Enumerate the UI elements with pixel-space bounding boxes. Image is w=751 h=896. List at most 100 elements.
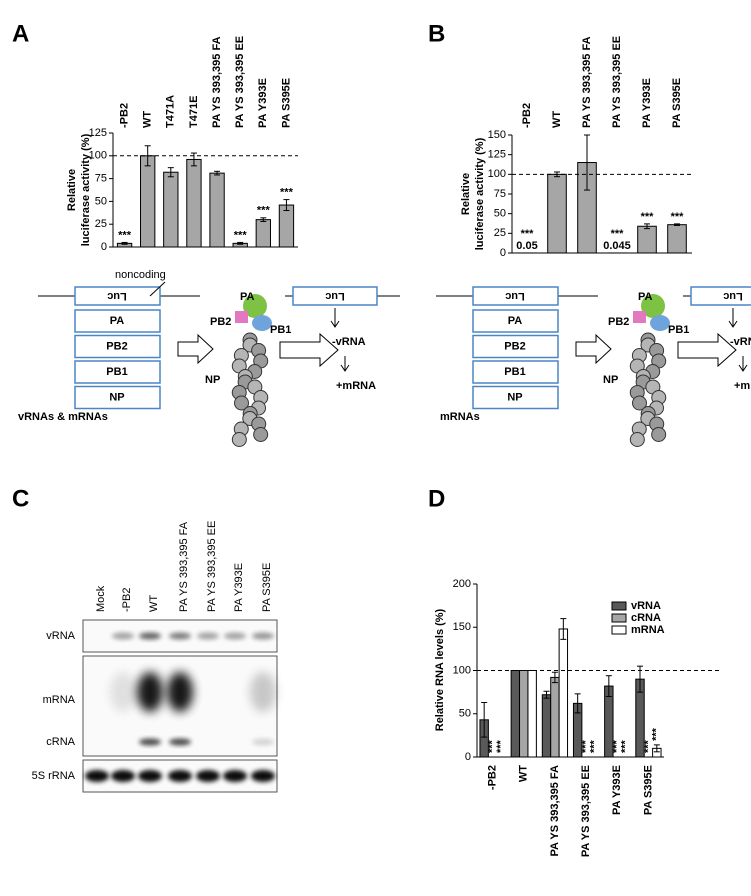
step: -vRNA xyxy=(332,336,366,348)
bar xyxy=(667,224,687,254)
error-bar xyxy=(481,702,488,738)
x-tick-label: -PB2 xyxy=(486,765,498,790)
smear xyxy=(110,672,136,712)
significance: *** xyxy=(521,228,535,240)
error-bar xyxy=(574,693,581,714)
significance: *** xyxy=(651,727,663,741)
significance: *** xyxy=(620,739,632,753)
x-tick-label: T471E xyxy=(188,96,200,128)
segment: PB2 xyxy=(504,340,525,352)
segment-box xyxy=(74,385,161,410)
y-axis-label: Relative xyxy=(460,173,472,215)
x-tick-label: PA S395E xyxy=(280,78,292,128)
y-axis-label: Relative RNA levels (%) xyxy=(434,608,446,731)
segment: PB1 xyxy=(504,366,525,378)
significance: *** xyxy=(234,229,248,241)
reporter: Luc xyxy=(505,290,525,302)
error-bar xyxy=(260,217,267,222)
np-bead xyxy=(629,432,645,447)
x-tick-label: PA YS 393,395 EE xyxy=(234,36,246,128)
reporter-box xyxy=(292,286,378,306)
significance: *** xyxy=(495,739,507,753)
significance: *** xyxy=(611,228,625,240)
np-bead xyxy=(631,395,647,411)
y-tick-label: 25 xyxy=(494,227,506,239)
segment-box xyxy=(74,309,161,333)
polymerase-label: PA xyxy=(240,291,255,303)
bar xyxy=(255,219,271,248)
segment: PA xyxy=(110,315,125,327)
arrow xyxy=(177,333,214,365)
x-tick-label: PA Y393E xyxy=(641,78,653,128)
bar xyxy=(527,670,537,758)
noncoding-label: noncoding xyxy=(115,269,166,281)
row-label: mRNA xyxy=(43,694,76,706)
x-tick-label: -PB2 xyxy=(521,103,533,128)
bar xyxy=(637,225,657,254)
np-bead xyxy=(253,427,269,442)
band xyxy=(111,770,135,782)
significance: *** xyxy=(280,186,294,198)
x-tick-label: PA YS 393,395 FA xyxy=(581,36,593,128)
segment-box xyxy=(472,385,559,410)
band xyxy=(139,632,161,640)
y-tick-label: 150 xyxy=(488,129,506,141)
value-label: 0.05 xyxy=(516,240,537,252)
bar xyxy=(278,204,295,248)
significance: *** xyxy=(611,739,623,753)
lane-label: PA YS 393,395 FA xyxy=(178,521,190,612)
reporter: Luc xyxy=(107,290,127,302)
band xyxy=(169,632,191,640)
segment: NP xyxy=(507,391,522,403)
band xyxy=(138,770,162,782)
reporter-box xyxy=(690,286,751,306)
error-bar xyxy=(644,223,650,230)
x-tick-label: WT xyxy=(142,111,154,128)
legend-label: mRNA xyxy=(631,624,665,636)
segment: PB2 xyxy=(106,340,127,352)
y-tick-label: 100 xyxy=(488,168,506,180)
significance: *** xyxy=(118,229,132,241)
legend-swatch xyxy=(611,601,627,611)
pb2-subunit xyxy=(633,311,646,323)
y-tick-label: 100 xyxy=(89,150,107,162)
significance: *** xyxy=(580,739,592,753)
step-arrow xyxy=(738,356,748,372)
band xyxy=(223,770,247,782)
reporter: Luc xyxy=(723,290,743,302)
y-tick-label: 125 xyxy=(89,127,107,139)
y-tick-label: 125 xyxy=(488,149,506,161)
significance: *** xyxy=(257,205,271,217)
panel-label: C xyxy=(12,485,29,512)
pa-subunit xyxy=(641,294,665,318)
step-arrow xyxy=(340,356,350,372)
y-axis-label: luciferase activity (%) xyxy=(80,133,92,246)
x-tick-label: PA Y393E xyxy=(257,78,269,128)
legend-swatch xyxy=(611,613,627,623)
x-tick-label: T471A xyxy=(165,95,177,128)
band xyxy=(197,632,219,640)
np-label: NP xyxy=(603,374,618,386)
x-tick-label: PA YS 393,395 EE xyxy=(580,765,592,857)
error-bar xyxy=(283,199,290,212)
x-tick-label: PA S395E xyxy=(642,765,654,815)
y-tick-label: 50 xyxy=(494,208,506,220)
significance: *** xyxy=(642,739,654,753)
pb1-subunit xyxy=(650,315,670,331)
y-tick-label: 75 xyxy=(494,188,506,200)
polymerase-label: PB2 xyxy=(608,316,629,328)
bar xyxy=(541,694,552,758)
polymerase-label: PB2 xyxy=(210,316,231,328)
error-bar xyxy=(543,690,550,699)
row-label: 5S rRNA xyxy=(32,770,76,782)
arrow xyxy=(677,332,737,368)
pb2-subunit xyxy=(235,311,248,323)
arrow xyxy=(279,332,339,368)
segment-box xyxy=(74,334,161,359)
lane-label: Mock xyxy=(95,585,107,612)
segment: PB1 xyxy=(106,366,127,378)
significance: *** xyxy=(641,211,655,223)
bar xyxy=(209,172,225,248)
y-tick-label: 25 xyxy=(95,218,107,230)
reporter: Luc xyxy=(325,290,345,302)
